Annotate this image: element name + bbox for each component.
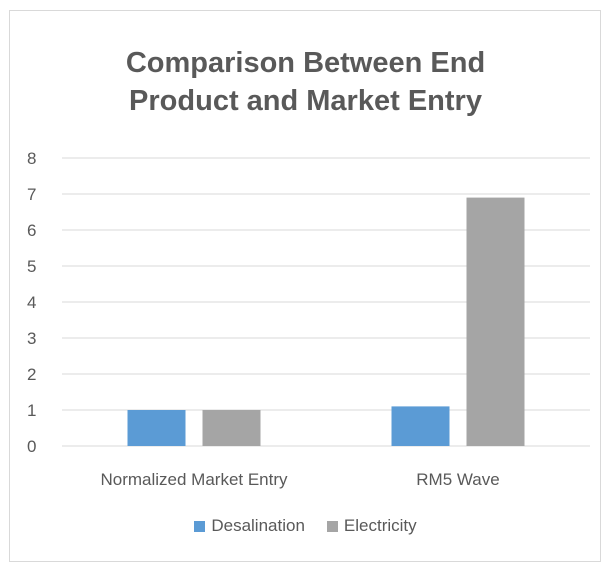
legend-item-desalination: Desalination [194,516,305,536]
legend-item-electricity: Electricity [326,516,417,536]
bar-desalination-0 [127,410,186,446]
y-tick-label: 8 [27,149,36,168]
x-tick-label: Normalized Market Entry [100,470,288,489]
y-tick-label: 6 [27,221,36,240]
chart-title-line-2: Product and Market Entry [129,85,482,117]
legend-label-desalination: Desalination [211,516,305,535]
chart-title: Comparison Between End Product and Marke… [0,44,611,120]
bar-electricity-1 [466,197,525,446]
y-tick-label: 7 [27,185,36,204]
legend-swatch-electricity [326,520,338,532]
y-tick-label: 4 [27,293,36,312]
x-tick-label: RM5 Wave [416,470,499,489]
y-tick-label: 0 [27,437,36,456]
chart-legend: Desalination Electricity [0,516,611,536]
legend-label-electricity: Electricity [343,516,417,535]
legend-swatch-desalination [194,520,206,532]
chart-title-line-1: Comparison Between End [125,47,486,79]
y-tick-label: 2 [27,365,36,384]
bar-electricity-0 [202,410,261,446]
y-tick-label: 1 [27,401,36,420]
y-tick-label: 3 [27,329,36,348]
bar-desalination-1 [391,406,450,446]
y-tick-label: 5 [27,257,36,276]
